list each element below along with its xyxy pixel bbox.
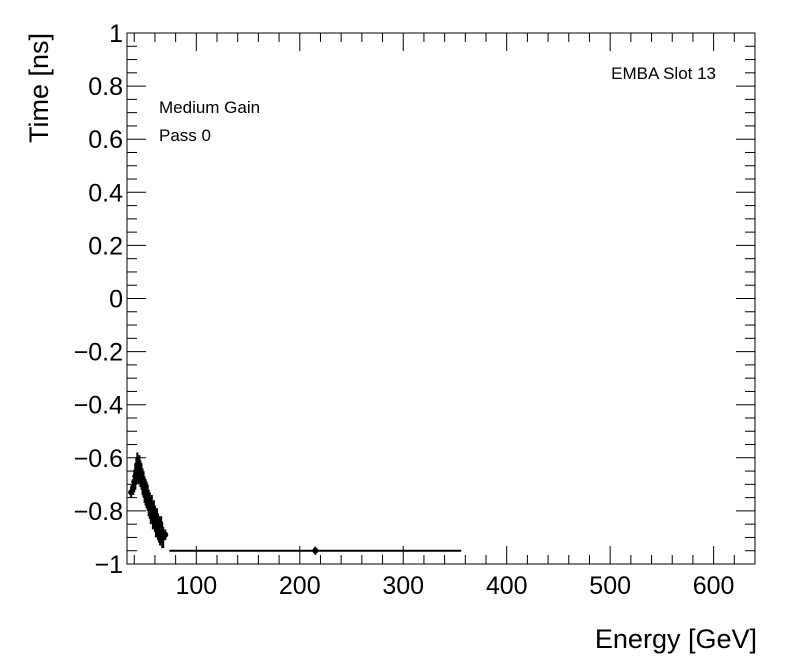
y-tick-label: −0.2 xyxy=(74,339,123,367)
y-tick-label: −0.4 xyxy=(74,392,123,420)
gain-label: Medium Gain xyxy=(159,98,260,117)
data-marker xyxy=(312,548,318,554)
x-tick-label: 100 xyxy=(175,572,217,600)
x-tick-label: 500 xyxy=(589,572,631,600)
x-axis-title: Energy [GeV] xyxy=(595,624,757,654)
y-tick-label: 0 xyxy=(109,286,123,314)
x-tick-label: 600 xyxy=(693,572,735,600)
y-axis-title: Time [ns] xyxy=(24,33,54,143)
y-tick-label: 1 xyxy=(109,20,123,48)
y-tick-label: −0.8 xyxy=(74,498,123,526)
y-tick-label: 0.6 xyxy=(88,126,123,154)
y-tick-label: −0.6 xyxy=(74,445,123,473)
data-point xyxy=(169,547,461,555)
data-points xyxy=(128,452,461,554)
data-marker xyxy=(162,532,168,538)
x-tick-label: 400 xyxy=(486,572,528,600)
y-tick-label: 0.2 xyxy=(88,232,123,260)
y-tick-label: 0.4 xyxy=(88,179,123,207)
x-axis-ticks: 100 200 300 400 500 600 xyxy=(134,33,755,600)
x-tick-label: 200 xyxy=(279,572,321,600)
y-tick-label: 0.8 xyxy=(88,73,123,101)
detector-label: EMBA Slot 13 xyxy=(611,64,716,83)
x-tick-label: 300 xyxy=(382,572,424,600)
y-tick-label: −1 xyxy=(94,551,123,579)
pass-label: Pass 0 xyxy=(159,126,211,145)
